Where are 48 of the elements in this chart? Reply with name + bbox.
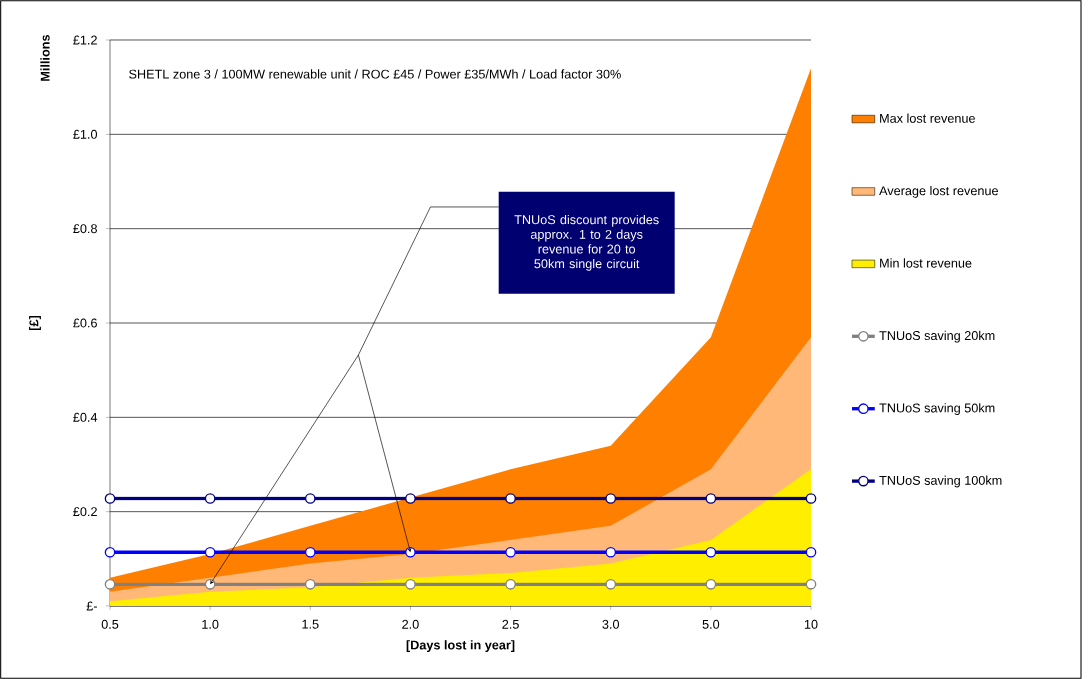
legend-label: TNUoS saving 20km — [879, 330, 995, 343]
legend-label: Min lost revenue — [880, 258, 972, 268]
point — [505, 493, 516, 504]
point — [505, 578, 516, 590]
point — [304, 578, 316, 590]
point — [304, 493, 316, 504]
point — [204, 493, 216, 504]
text: SHETL zone 3 / 100MW renewable unit / ROC £45 / Power £35/MWh / Load factor 30% — [129, 69, 621, 79]
y-axis-title: [£] — [29, 315, 41, 331]
x-tick-label: 3.0 — [602, 619, 620, 629]
point — [304, 546, 316, 558]
x-tick-label: 5.0 — [702, 619, 720, 629]
y-tick-label: £0.8 — [73, 224, 97, 234]
annotation: TNUoS discount provides approx. 1 to 2 days revenue for 20 to 50km single circuit — [514, 214, 659, 271]
point — [705, 493, 717, 504]
legend-label: Max lost revenue — [880, 113, 975, 123]
point — [805, 578, 817, 590]
legend-label: Average lost revenue — [879, 185, 998, 198]
y-tick-label: £0.2 — [73, 507, 97, 517]
point — [104, 546, 116, 558]
y-tick-label: £0.4 — [73, 412, 98, 422]
legend-label: TNUoS saving 100km — [879, 475, 1002, 488]
point — [605, 493, 617, 504]
point — [605, 546, 617, 558]
point — [705, 546, 717, 558]
point — [405, 493, 416, 504]
x-tick-label: 1.0 — [202, 619, 219, 629]
y-tick-label: £0.6 — [73, 318, 97, 328]
point — [705, 578, 717, 590]
point — [104, 493, 116, 504]
point — [805, 546, 817, 558]
point — [204, 546, 216, 558]
point — [505, 546, 516, 558]
x-tick-label: 2.5 — [502, 619, 519, 629]
point — [405, 578, 416, 590]
point — [605, 578, 617, 590]
x-tick-label: 2.0 — [402, 619, 419, 629]
x-tick-label: 0.5 — [101, 619, 119, 629]
y-tick-label: £1.2 — [73, 35, 97, 45]
x-axis-title: [Days lost in year] — [406, 640, 515, 652]
point — [104, 578, 116, 590]
x-tick-label: 1.5 — [302, 619, 319, 629]
legend-label: TNUoS saving 50km — [879, 403, 995, 415]
y-tick-label: £1.0 — [73, 129, 98, 139]
y-tick-label: £- — [86, 601, 97, 611]
text: Millions — [40, 34, 50, 81]
x-tick-label: 10 — [804, 619, 818, 629]
point — [805, 493, 817, 504]
